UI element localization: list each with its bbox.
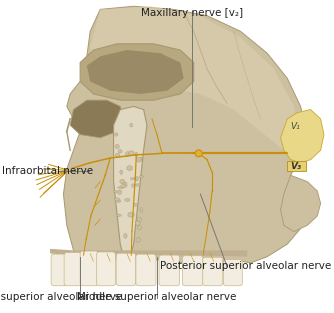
Text: Anterior superior alveolar nerve: Anterior superior alveolar nerve (0, 292, 122, 302)
Text: V₁: V₁ (291, 122, 300, 131)
Ellipse shape (128, 151, 134, 155)
Polygon shape (80, 44, 194, 100)
Ellipse shape (113, 191, 118, 192)
Ellipse shape (133, 203, 138, 206)
Text: Posterior superior alveolar nerve: Posterior superior alveolar nerve (160, 261, 331, 271)
Ellipse shape (115, 133, 118, 136)
Ellipse shape (114, 198, 120, 201)
Ellipse shape (121, 184, 126, 188)
Ellipse shape (120, 170, 123, 174)
Ellipse shape (123, 182, 127, 187)
Polygon shape (50, 249, 247, 257)
Ellipse shape (118, 187, 124, 188)
Polygon shape (90, 6, 301, 150)
Ellipse shape (136, 157, 142, 162)
Ellipse shape (115, 144, 119, 149)
Polygon shape (70, 100, 124, 138)
FancyBboxPatch shape (97, 252, 115, 286)
FancyBboxPatch shape (223, 259, 242, 286)
Ellipse shape (132, 184, 135, 187)
Ellipse shape (127, 166, 133, 171)
FancyBboxPatch shape (116, 253, 136, 286)
Ellipse shape (116, 153, 120, 157)
Ellipse shape (125, 198, 130, 202)
Ellipse shape (128, 212, 134, 217)
Text: V₃: V₃ (291, 162, 302, 171)
Polygon shape (281, 175, 321, 232)
FancyBboxPatch shape (51, 254, 67, 286)
Polygon shape (114, 106, 147, 257)
Ellipse shape (137, 225, 142, 229)
Polygon shape (281, 110, 324, 163)
Ellipse shape (130, 123, 133, 127)
Ellipse shape (117, 200, 121, 203)
Ellipse shape (126, 152, 130, 156)
Ellipse shape (140, 157, 142, 160)
Ellipse shape (136, 238, 140, 242)
Ellipse shape (195, 150, 202, 157)
Ellipse shape (140, 208, 143, 212)
Ellipse shape (138, 217, 142, 222)
Ellipse shape (135, 184, 141, 186)
Ellipse shape (135, 152, 138, 156)
Ellipse shape (130, 178, 134, 180)
FancyBboxPatch shape (64, 253, 81, 286)
Text: Maxillary nerve [v₂]: Maxillary nerve [v₂] (141, 8, 243, 18)
Ellipse shape (118, 190, 122, 194)
Ellipse shape (135, 221, 140, 225)
FancyBboxPatch shape (159, 255, 180, 286)
FancyBboxPatch shape (136, 254, 156, 286)
FancyBboxPatch shape (182, 256, 203, 286)
FancyBboxPatch shape (80, 251, 99, 286)
Ellipse shape (139, 176, 144, 178)
Text: Infraorbital nerve: Infraorbital nerve (2, 166, 93, 176)
Polygon shape (87, 50, 184, 94)
Ellipse shape (124, 233, 127, 238)
FancyBboxPatch shape (203, 257, 223, 286)
FancyBboxPatch shape (287, 161, 306, 171)
Ellipse shape (118, 150, 122, 153)
Polygon shape (63, 6, 307, 263)
Ellipse shape (120, 179, 125, 184)
Ellipse shape (134, 177, 139, 181)
Text: Middle superior alveolar nerve: Middle superior alveolar nerve (77, 292, 237, 302)
Ellipse shape (116, 214, 121, 216)
